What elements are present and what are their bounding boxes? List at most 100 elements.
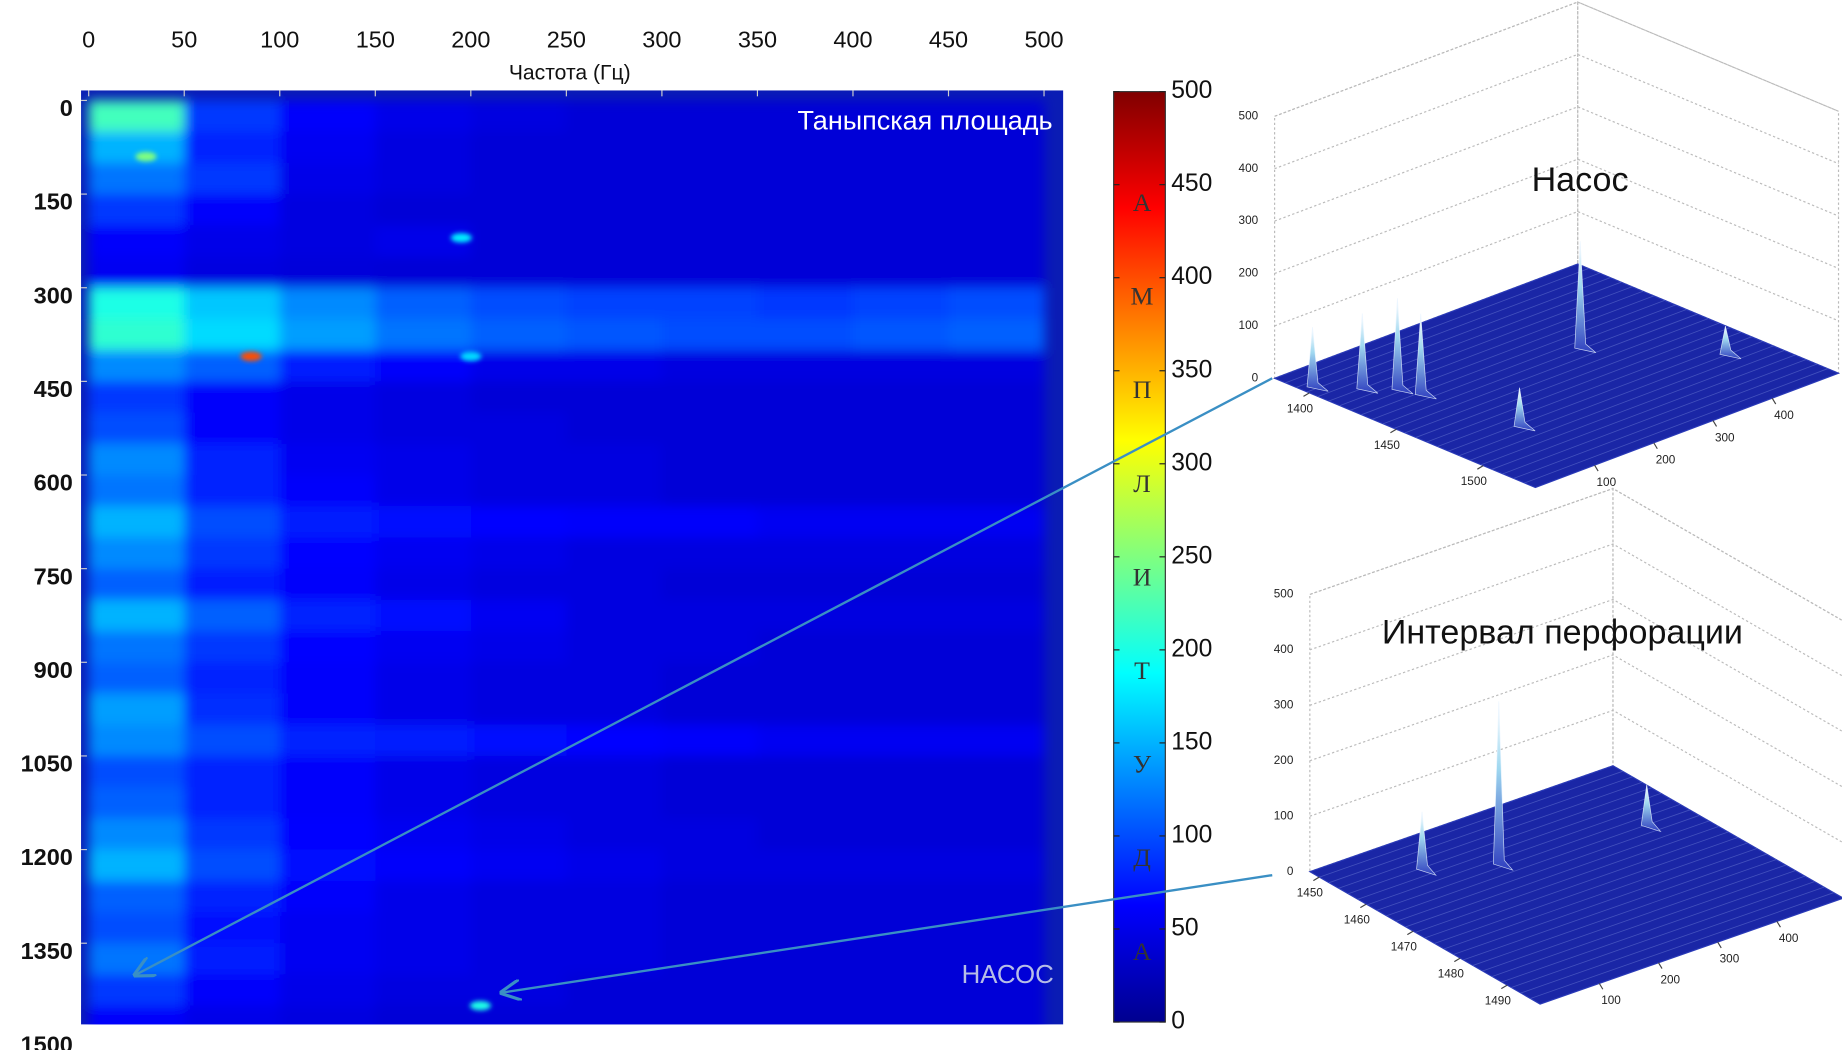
heatmap-cell — [375, 912, 472, 944]
heatmap-cell — [184, 599, 281, 632]
mesh-line — [1513, 363, 1817, 479]
heatmap-cell — [88, 755, 185, 788]
heatmap-cell — [88, 818, 185, 851]
heatmap-cell — [279, 912, 376, 944]
heatmap-cell — [852, 506, 950, 539]
heatmap-cell — [375, 974, 472, 1007]
heatmap-cell — [566, 506, 663, 539]
heatmap-cell — [375, 568, 472, 601]
heatmap-cell — [757, 943, 854, 976]
peak — [1513, 387, 1536, 432]
freq-tick — [1653, 442, 1658, 450]
heatmap-cell — [661, 381, 759, 414]
hotspot — [450, 233, 472, 243]
heatmap-cell — [184, 412, 281, 445]
colorbar-tick-label: 100 — [1171, 821, 1212, 848]
heatmap-cell — [757, 350, 854, 382]
heatmap-cell — [852, 381, 950, 414]
z-grid-line — [1309, 654, 1842, 788]
y-tick-label: 1200 — [21, 844, 73, 870]
mesh-line — [1463, 853, 1767, 961]
z-grid-line — [1274, 53, 1839, 170]
heatmap-cell — [757, 693, 854, 726]
y-tick-label: 750 — [34, 563, 73, 589]
mesh-line — [1491, 354, 1796, 470]
heatmap-cell — [279, 131, 376, 164]
heatmap-cell — [184, 787, 281, 819]
freq-tick-label: 400 — [1779, 932, 1799, 945]
x-axis-label: Частота (Гц) — [509, 62, 631, 85]
heatmap-cell — [470, 318, 567, 351]
heatmap-cell — [852, 974, 950, 1007]
heatmap-cell — [470, 131, 567, 164]
colorbar-tick-label: 50 — [1171, 914, 1198, 941]
freq-tick — [1657, 962, 1663, 969]
heatmap-cell — [375, 724, 472, 757]
y-tick-label: 1350 — [21, 938, 73, 964]
y-tick-label: 900 — [34, 657, 73, 683]
heatmap-cell — [470, 475, 567, 507]
heatmap-cell — [852, 443, 950, 476]
z-grid-line — [1309, 543, 1842, 677]
z-tick-label: 200 — [1239, 267, 1259, 280]
heatmap-cell — [852, 693, 950, 726]
heatmap-cell — [852, 662, 950, 695]
heatmap-cell — [661, 537, 759, 570]
heatmap-cell — [566, 599, 663, 632]
z-grid-line — [1274, 106, 1839, 222]
heatmap-cell — [375, 1005, 472, 1025]
heatmap-cell — [566, 755, 663, 788]
heatmap-cell — [948, 194, 1045, 226]
mesh-line — [1482, 864, 1786, 972]
heatmap-cell — [948, 318, 1045, 351]
heatmap-cell — [757, 755, 854, 788]
heatmap-cell — [375, 849, 472, 882]
heatmap-cell — [184, 537, 281, 570]
mesh-line — [1524, 368, 1828, 484]
heatmap-cell — [184, 225, 281, 258]
peak — [1414, 313, 1437, 400]
colorbar-tick-label: 500 — [1171, 77, 1212, 104]
hotspot — [460, 351, 482, 362]
z-grid-line — [1309, 709, 1842, 843]
heatmap-cell — [184, 568, 281, 601]
heatmap-cell — [279, 381, 376, 414]
heatmap-cell — [184, 256, 281, 289]
x-tick-label: 400 — [833, 26, 872, 52]
heatmap-cell — [279, 194, 376, 226]
freq-tick-label: 300 — [1720, 953, 1740, 966]
heatmap-cell — [88, 162, 185, 195]
freq-tick-label: 100 — [1601, 994, 1621, 1007]
colorbar-tick-label: 200 — [1171, 635, 1212, 662]
heatmap-cell — [661, 880, 759, 913]
heatmap-cell — [661, 662, 759, 695]
depth-tick — [1360, 903, 1367, 909]
depth-tick-label: 1490 — [1485, 995, 1512, 1008]
heatmap-cell — [184, 849, 281, 882]
mesh-line — [1511, 881, 1815, 988]
heatmap-cell — [757, 443, 854, 476]
heatmap-cell — [661, 131, 759, 164]
heatmap-cell — [661, 475, 759, 507]
heatmap-cell — [88, 443, 185, 476]
heatmap-cell — [375, 506, 472, 539]
mesh-line — [1530, 892, 1834, 999]
heatmap-cell — [470, 256, 567, 289]
heatmap-cell — [184, 131, 281, 164]
heatmap-cell — [757, 225, 854, 258]
mesh-line — [1448, 336, 1752, 452]
heatmap-cell — [566, 662, 663, 695]
mesh-line — [1367, 798, 1671, 906]
heatmap-cell — [757, 475, 854, 507]
heatmap-cell — [757, 506, 854, 539]
depth-tick — [1501, 984, 1508, 990]
peak — [1574, 241, 1597, 353]
heatmap-cell — [757, 1005, 854, 1025]
heatmap-cell — [852, 318, 950, 351]
heatmap-cell — [279, 162, 376, 195]
heatmap-cell — [852, 787, 950, 819]
heatmap-cell — [375, 787, 472, 819]
heatmap-cell — [184, 943, 281, 976]
heatmap-cell — [757, 537, 854, 570]
